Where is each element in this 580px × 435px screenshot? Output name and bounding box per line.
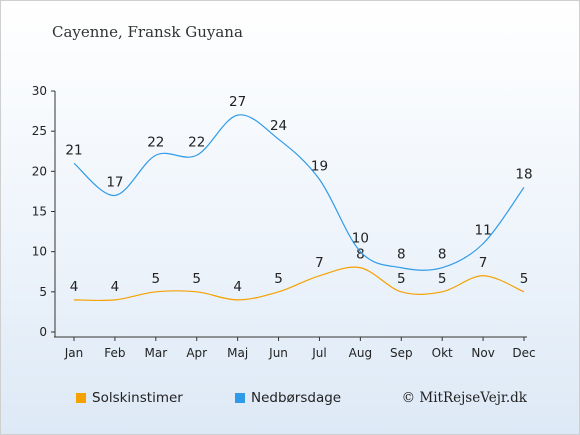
data-label-solskinstimer: 8	[356, 247, 365, 263]
x-tick-label: Okt	[432, 346, 453, 360]
x-tick-label: Apr	[186, 346, 207, 360]
legend-item-solskinstimer: Solskinstimer	[76, 390, 183, 406]
y-tick-label: 10	[32, 245, 47, 259]
y-tick-label: 15	[32, 205, 47, 219]
data-label-solskinstimer: 4	[233, 279, 242, 295]
data-label-solskinstimer: 5	[397, 271, 406, 287]
legend-label-solskinstimer: Solskinstimer	[92, 390, 183, 406]
data-label-nedborsdage: 8	[438, 247, 447, 263]
data-label-nedborsdage: 24	[270, 118, 287, 134]
x-tick-label: Mar	[144, 346, 167, 360]
data-label-solskinstimer: 5	[152, 271, 161, 287]
legend-swatch-solskinstimer	[76, 393, 86, 403]
series-line-solskinstimer	[73, 266, 525, 302]
legend-swatch-nedborsdage	[235, 393, 245, 403]
data-label-solskinstimer: 7	[315, 255, 324, 271]
data-label-nedborsdage: 8	[397, 247, 406, 263]
x-tick-label: Nov	[471, 346, 494, 360]
y-tick-label: 25	[32, 124, 47, 138]
y-tick-label: 20	[32, 164, 47, 178]
series-line-nedborsdage	[73, 114, 525, 271]
data-label-nedborsdage: 17	[106, 174, 123, 190]
data-label-nedborsdage: 11	[474, 223, 491, 239]
x-tick-label: Dec	[512, 346, 535, 360]
data-label-nedborsdage: 18	[515, 166, 532, 182]
credit-text: © MitRejseVejr.dk	[401, 390, 527, 406]
data-label-solskinstimer: 5	[192, 271, 201, 287]
data-label-solskinstimer: 4	[111, 279, 120, 295]
data-label-nedborsdage: 22	[188, 134, 205, 150]
data-label-nedborsdage: 22	[147, 134, 164, 150]
data-label-nedborsdage: 27	[229, 94, 246, 110]
y-tick-label: 30	[32, 84, 47, 98]
x-tick-label: Jan	[64, 346, 84, 360]
x-tick-label: Jun	[268, 346, 288, 360]
x-tick-label: Jul	[311, 346, 326, 360]
x-tick-label: Aug	[349, 346, 372, 360]
y-tick-label: 0	[39, 325, 47, 339]
data-label-solskinstimer: 7	[479, 255, 488, 271]
x-tick-label: Maj	[227, 346, 248, 360]
legend-label-nedborsdage: Nedbørsdage	[251, 390, 342, 406]
chart-title: Cayenne, Fransk Guyana	[52, 23, 243, 41]
legend-item-nedborsdage: Nedbørsdage	[235, 390, 341, 406]
data-label-solskinstimer: 5	[274, 271, 283, 287]
data-label-nedborsdage: 21	[65, 142, 82, 158]
data-label-solskinstimer: 4	[70, 279, 79, 295]
data-label-solskinstimer: 5	[520, 271, 529, 287]
x-tick-label: Sep	[390, 346, 413, 360]
y-tick-label: 5	[39, 285, 47, 299]
data-label-nedborsdage: 19	[311, 158, 328, 174]
data-label-nedborsdage: 10	[352, 231, 369, 247]
x-tick-label: Feb	[104, 346, 125, 360]
data-label-solskinstimer: 5	[438, 271, 447, 287]
